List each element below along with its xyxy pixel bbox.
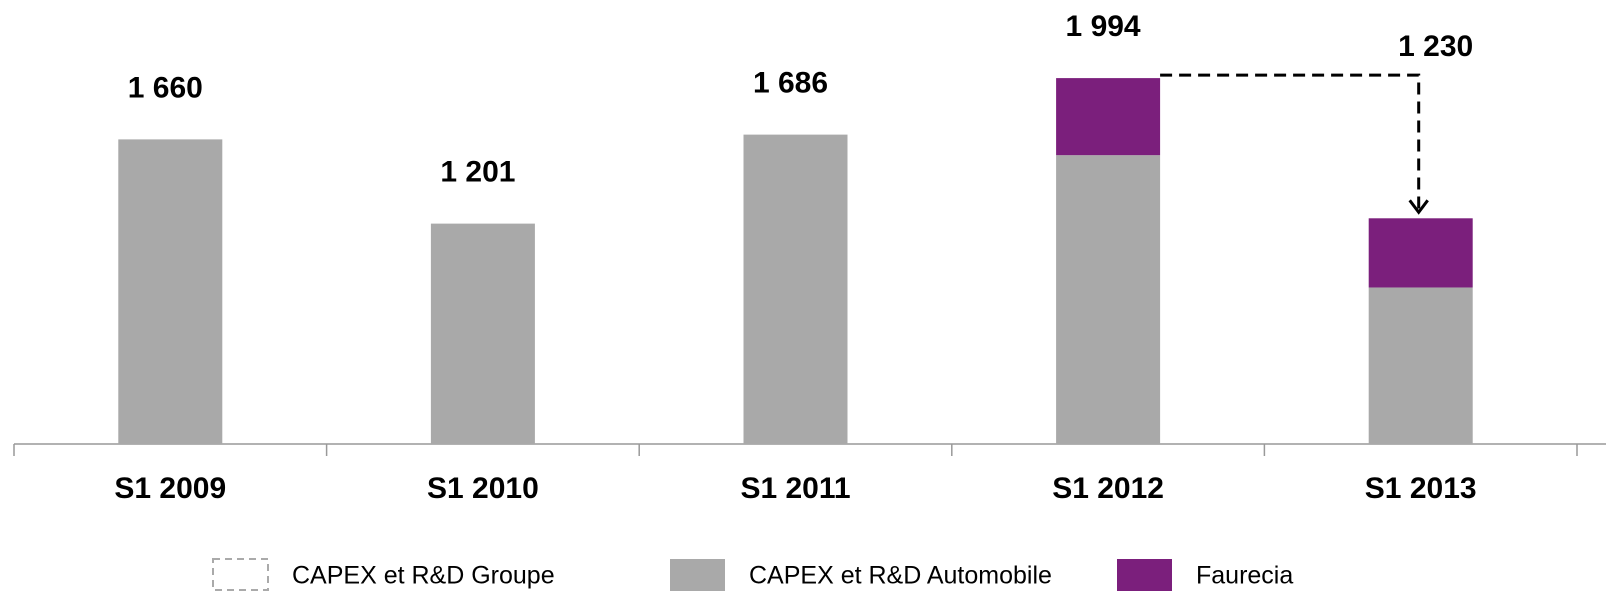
legend-swatch [1117, 559, 1172, 591]
bar-segment [118, 139, 223, 444]
data-label: 1 660 [128, 71, 203, 104]
x-tick-label: S1 2013 [1365, 472, 1477, 505]
legend-swatch [212, 558, 269, 591]
bar-segment [743, 134, 848, 444]
x-tick-label: S1 2010 [427, 472, 539, 505]
legend-label: CAPEX et R&D Groupe [292, 562, 555, 590]
bar-segment [1056, 78, 1161, 156]
data-label: 1 686 [753, 67, 828, 100]
legend-swatch [670, 559, 725, 591]
bar-segment [1368, 218, 1473, 288]
legend-label: Faurecia [1196, 562, 1293, 590]
bar-segment [430, 223, 535, 444]
legend-label: CAPEX et R&D Automobile [749, 562, 1052, 590]
arrow-head [1408, 199, 1429, 215]
bar-segment [1368, 287, 1473, 444]
data-label: 1 201 [440, 156, 515, 189]
bar-segment [1056, 155, 1161, 444]
x-tick-label: S1 2011 [740, 472, 850, 505]
arrow [1160, 73, 1421, 213]
x-tick-label: S1 2012 [1052, 472, 1164, 505]
data-label: 1 994 [1066, 10, 1141, 43]
data-label: 1 230 [1398, 30, 1473, 63]
x-tick-label: S1 2009 [114, 472, 226, 505]
